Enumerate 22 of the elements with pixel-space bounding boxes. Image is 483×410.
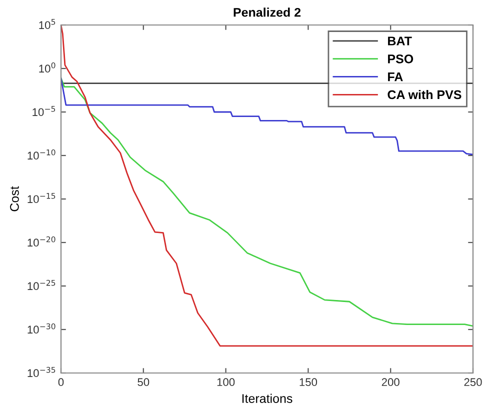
y-tick-label: 10$^{−20}$ <box>28 236 56 247</box>
chart-title: Penalized 2 <box>234 8 301 17</box>
y-tick-label: 10$^{5}$ <box>39 19 56 30</box>
y-tick-label: 10$^{−25}$ <box>28 280 56 290</box>
x-tick-label: 50 <box>138 378 150 386</box>
x-tick-label: 0 <box>58 378 64 386</box>
x-tick-label: 100 <box>217 378 235 386</box>
y-tick-label: 10$^{−15}$ <box>28 193 56 204</box>
y-tick-label: 10$^{−35}$ <box>28 366 56 378</box>
legend-label: PSO <box>388 54 414 64</box>
y-tick-label: 10$^{−10}$ <box>28 149 56 160</box>
x-tick-label: 250 <box>464 378 482 386</box>
y-tick-label: 10$^{0}$ <box>39 62 56 73</box>
legend-label: BAT <box>388 36 412 46</box>
x-tick-label: 150 <box>300 378 318 386</box>
x-tick-label: 200 <box>382 378 400 386</box>
y-axis-title: Cost <box>10 186 19 212</box>
y-tick-label: 10$^{−5}$ <box>32 106 56 116</box>
legend-label: CA with PVS <box>388 90 462 100</box>
legend-label: FA <box>388 72 403 82</box>
x-axis-title: Iterations <box>242 394 292 403</box>
y-tick-label: 10$^{−30}$ <box>28 323 56 334</box>
